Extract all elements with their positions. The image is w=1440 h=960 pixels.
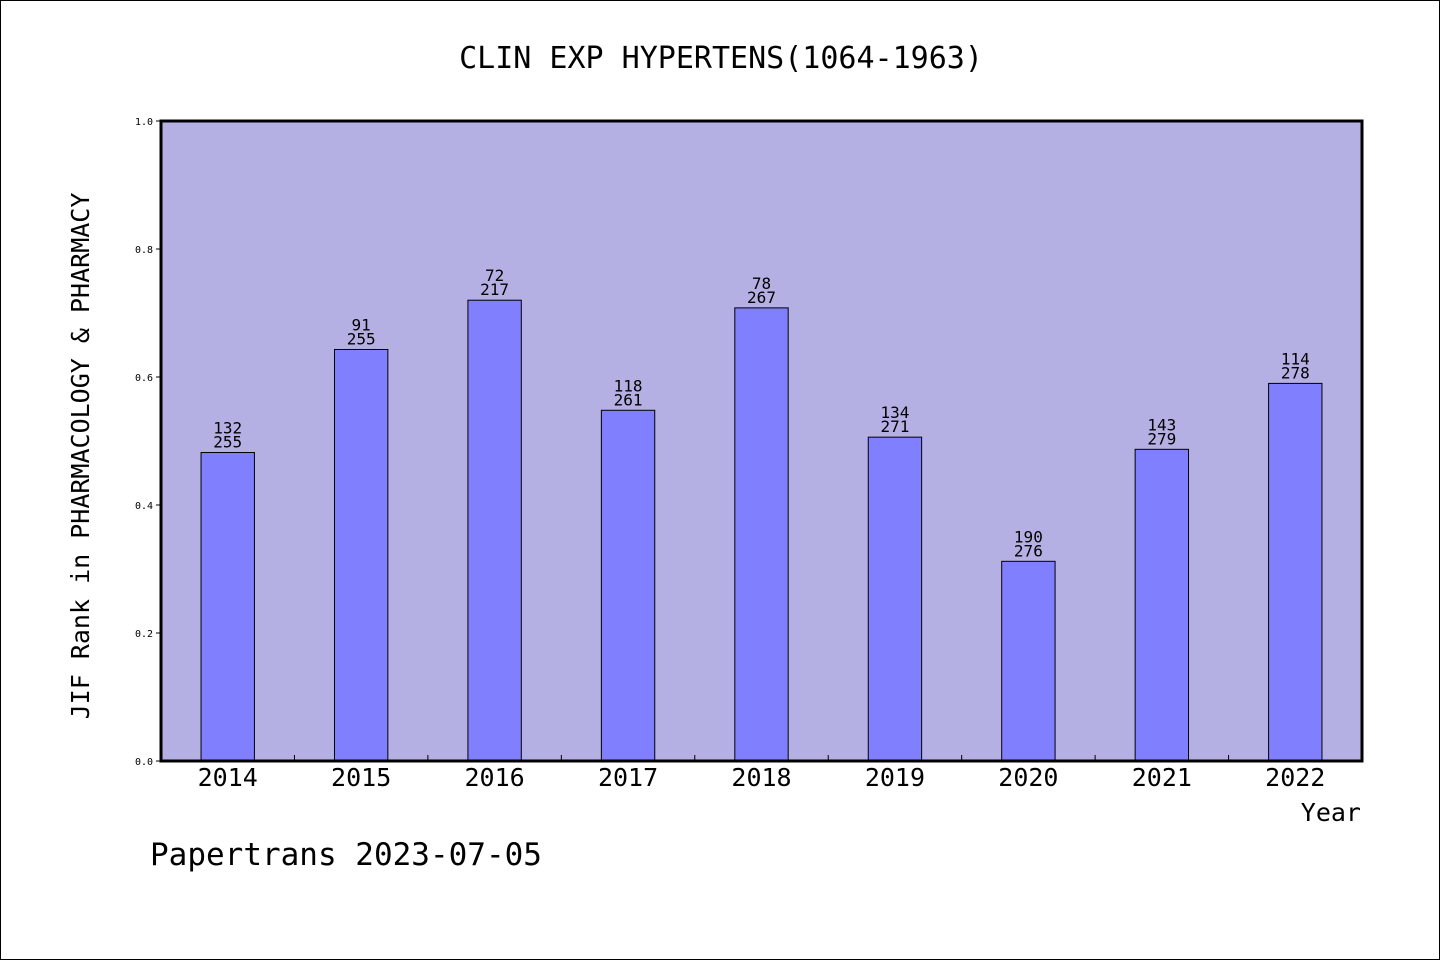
bar-total-label: 278	[1281, 363, 1310, 382]
bar-2018	[734, 307, 789, 762]
bar-2022	[1268, 382, 1323, 762]
x-axis: 2014 2015 2016 2017 2018 2019 2020 2021 2022	[198, 755, 1325, 792]
bar-2017	[600, 409, 656, 762]
x-tick-label: 2017	[598, 763, 658, 792]
bar-rank-label: 190	[1014, 527, 1043, 546]
x-tick-label: 2016	[465, 763, 525, 792]
y-tick-label: 1.0	[135, 117, 153, 128]
bar-total-label: 217	[480, 280, 509, 299]
y-tick-label: 0.8	[135, 245, 153, 256]
bar-rank-label: 132	[213, 419, 242, 438]
x-tick-label: 2020	[998, 763, 1058, 792]
bar-rank-label: 118	[614, 376, 643, 395]
x-tick-label: 2014	[198, 763, 258, 792]
y-tick-label: 0.6	[135, 373, 153, 384]
bar-rank-label: 78	[752, 274, 771, 293]
x-tick-label: 2022	[1265, 763, 1325, 792]
y-axis: 0.0 0.2 0.4 0.6 0.8 1.0	[135, 117, 161, 768]
bar-2015	[333, 348, 389, 762]
y-tick-label: 0.2	[135, 629, 153, 640]
y-axis-label: JIF Rank in PHARMACOLOGY & PHARMACY	[66, 193, 95, 720]
x-tick-label: 2015	[331, 763, 391, 792]
plot-frame	[159, 119, 1364, 763]
bar-total-label: 267	[747, 288, 776, 307]
bar-2019	[867, 436, 923, 762]
bar-series: 1322559125572217118261782671342711902761…	[200, 266, 1323, 762]
chart-title: CLIN EXP HYPERTENS(1064-1963)	[459, 41, 983, 76]
bar-2020	[1001, 560, 1056, 762]
bar-total-label: 279	[1147, 429, 1176, 448]
bar-rank-label: 72	[485, 266, 504, 285]
bar-2014	[200, 452, 255, 762]
x-axis-label: Year	[1301, 798, 1361, 827]
x-tick-label: 2019	[865, 763, 925, 792]
bar-rank-label: 114	[1281, 349, 1310, 368]
x-tick-label: 2018	[731, 763, 791, 792]
bar-2016	[467, 299, 522, 762]
bar-rank-label: 134	[880, 403, 909, 422]
x-tick-label: 2021	[1132, 763, 1192, 792]
bar-total-label: 261	[614, 390, 643, 409]
bar-rank-label: 143	[1147, 415, 1176, 434]
footer-text: Papertrans 2023-07-05	[150, 837, 542, 873]
bar-rank-label: 91	[352, 315, 371, 334]
bar-total-label: 276	[1014, 541, 1043, 560]
bar-2021	[1134, 448, 1190, 762]
y-tick-label: 0.0	[135, 757, 153, 768]
bar-total-label: 255	[213, 433, 242, 452]
bar-total-label: 271	[880, 417, 909, 436]
bar-total-label: 255	[347, 329, 376, 348]
y-tick-label: 0.4	[135, 501, 153, 512]
